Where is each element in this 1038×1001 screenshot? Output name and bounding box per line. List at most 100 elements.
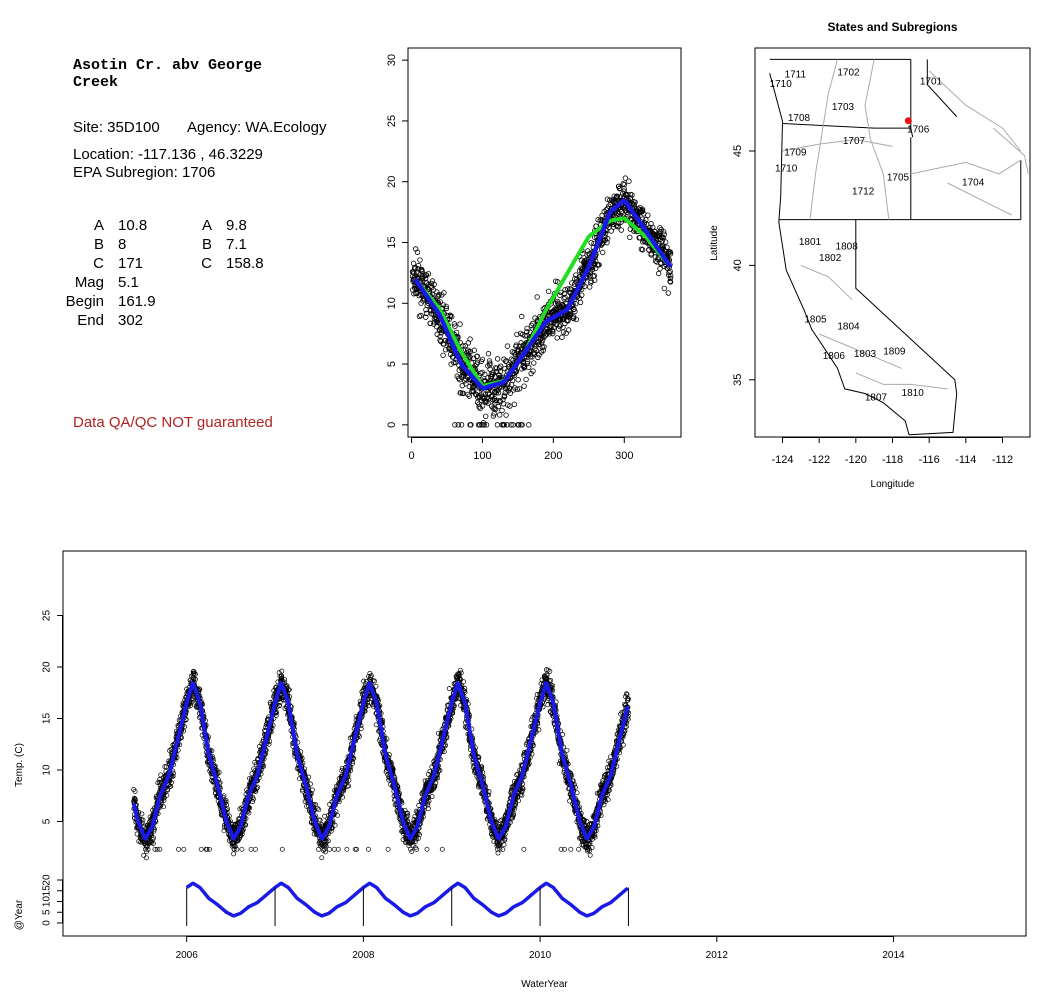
data-point <box>511 401 518 408</box>
subregion-label: 1809 <box>883 347 906 358</box>
data-point <box>161 795 167 801</box>
data-point <box>417 257 423 263</box>
data-point <box>622 175 629 181</box>
data-point <box>614 193 621 200</box>
subregion-boundary <box>910 159 1022 175</box>
data-point <box>460 343 466 349</box>
data-point <box>618 227 625 233</box>
x-tick-label: 2014 <box>882 950 905 961</box>
data-point <box>497 412 503 418</box>
data-point <box>157 846 163 852</box>
timeseries-xlabel: WaterYear <box>521 979 568 990</box>
data-point <box>414 249 421 255</box>
map-title: States and Subregions <box>827 20 957 34</box>
data-point <box>604 235 611 242</box>
subregion-boundary <box>947 182 1012 216</box>
data-point <box>492 406 499 412</box>
subregion-label: 1805 <box>804 315 827 326</box>
data-point <box>440 352 446 358</box>
subregion-label: 1707 <box>843 136 866 147</box>
data-point <box>626 178 632 184</box>
data-point <box>619 208 625 214</box>
data-point <box>577 299 584 306</box>
y-tick-label: 15 <box>386 236 398 248</box>
data-point <box>418 312 424 319</box>
data-point <box>563 330 569 336</box>
data-point <box>493 397 500 404</box>
data-point <box>497 368 504 375</box>
y-tick-label: 10 <box>386 297 398 309</box>
plot-frame <box>407 47 682 438</box>
data-point <box>456 377 463 383</box>
x-tick-label: -112 <box>992 454 1013 466</box>
data-point <box>588 278 594 284</box>
data-point <box>660 234 667 241</box>
subregion-boundary <box>855 372 948 390</box>
data-point <box>239 846 245 852</box>
map-xlabel: Longitude <box>871 479 915 490</box>
data-point <box>192 671 198 677</box>
data-point <box>557 292 563 298</box>
y-tick-label: 15 <box>42 713 53 725</box>
data-point <box>570 313 577 320</box>
subregion-label: 1807 <box>865 392 888 403</box>
data-point <box>428 280 435 287</box>
data-point <box>458 422 465 428</box>
x-tick-label: -120 <box>845 454 867 466</box>
subregion-boundary <box>800 264 853 301</box>
data-point <box>415 262 422 269</box>
data-point <box>540 347 546 353</box>
data-point <box>541 334 547 340</box>
y-tick-label: 15 <box>42 885 53 897</box>
data-point <box>168 780 174 785</box>
data-point <box>150 841 156 846</box>
data-point <box>507 390 514 396</box>
data-point <box>474 353 480 359</box>
data-point <box>455 422 461 428</box>
data-point <box>531 360 537 366</box>
data-point <box>472 363 478 369</box>
data-point <box>610 221 617 228</box>
data-point <box>409 849 415 855</box>
state-boundary <box>782 123 914 138</box>
agency: Agency: WA.Ecology <box>187 119 327 136</box>
data-point <box>495 403 502 410</box>
data-point <box>581 283 588 289</box>
subregion-boundary <box>819 333 902 369</box>
subregion-boundary <box>809 59 838 220</box>
fitted-curve-green <box>413 216 672 388</box>
data-point <box>164 792 170 798</box>
data-point <box>140 817 146 823</box>
data-point <box>431 281 437 288</box>
subregion-label: 1702 <box>837 67 860 78</box>
x-tick-label: -118 <box>882 454 903 466</box>
data-point <box>645 212 651 218</box>
data-point <box>515 377 521 383</box>
subregion-label: 1708 <box>788 113 811 124</box>
subregion-label: 1706 <box>907 125 930 136</box>
subregion-label: 1701 <box>920 77 943 88</box>
data-point <box>639 247 646 253</box>
data-point <box>437 333 443 339</box>
data-point <box>461 679 467 685</box>
y-tick-label: 0 <box>386 422 398 428</box>
data-point <box>490 413 497 419</box>
data-point <box>550 330 556 337</box>
data-point <box>627 195 634 201</box>
data-point <box>467 336 473 342</box>
x-tick-label: -114 <box>955 454 976 466</box>
y-tick-label: 0 <box>42 920 53 926</box>
y-tick-label: 35 <box>732 374 744 386</box>
data-point <box>555 298 561 305</box>
data-point <box>501 842 507 848</box>
data-point <box>526 422 532 428</box>
data-point <box>532 346 538 352</box>
data-point <box>424 846 430 852</box>
data-point <box>154 846 160 852</box>
coastline <box>769 73 910 435</box>
data-point <box>591 277 598 283</box>
data-point <box>248 846 254 852</box>
x-tick-label: 2012 <box>706 950 729 961</box>
data-point <box>533 347 539 354</box>
data-point <box>189 699 195 705</box>
